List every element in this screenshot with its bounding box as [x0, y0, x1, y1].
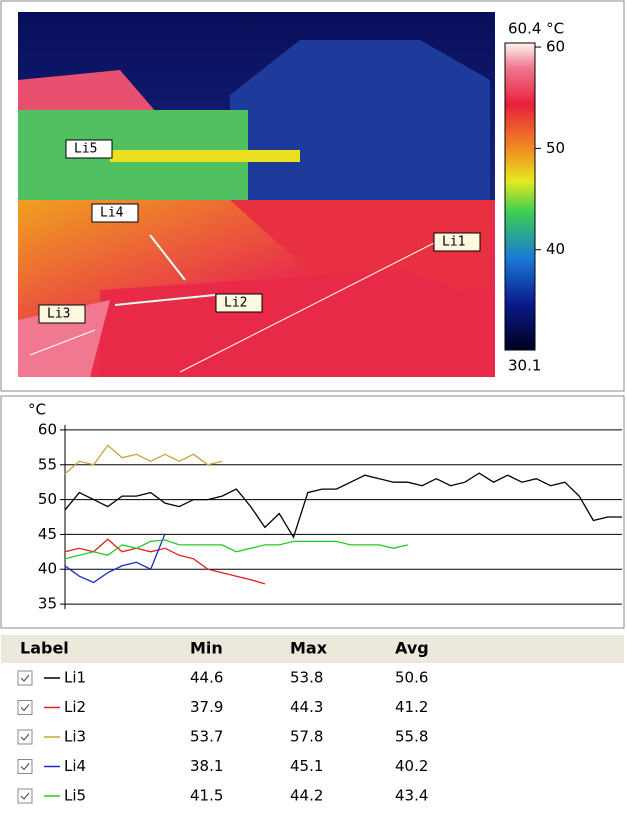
checkmark — [20, 792, 30, 800]
table-header: Min — [190, 639, 223, 658]
y-axis-label: °C — [28, 401, 46, 419]
image-label-box — [215, 293, 263, 313]
row-label: Li5 — [64, 787, 86, 805]
cell-avg: 40.2 — [395, 757, 428, 775]
table-header: Avg — [395, 639, 429, 658]
cell-avg: 41.2 — [395, 698, 428, 716]
image-label: Li5 — [74, 142, 97, 157]
series-line — [64, 533, 166, 584]
image-label: Li2 — [224, 296, 247, 311]
colorbar-tick-label: 60 — [546, 38, 565, 56]
image-label-box — [433, 232, 481, 252]
y-tick-label: 45 — [38, 525, 57, 543]
table-header: Label — [20, 639, 69, 658]
y-tick-label: 60 — [38, 420, 57, 438]
image-label: Li1 — [442, 235, 465, 250]
cell-min: 38.1 — [190, 757, 223, 775]
colorbar-tick-label: 40 — [546, 240, 565, 258]
colorbar-min: 30.1 — [508, 357, 541, 375]
cell-avg: 55.8 — [395, 728, 428, 746]
cell-min: 53.7 — [190, 728, 223, 746]
cell-max: 44.2 — [290, 787, 323, 805]
table-header: Max — [290, 639, 328, 658]
series-line — [64, 539, 408, 560]
image-label: Li3 — [47, 307, 70, 322]
colorbar — [504, 42, 536, 351]
checkbox[interactable] — [17, 729, 33, 745]
y-tick-label: 40 — [38, 560, 57, 578]
checkmark — [20, 704, 30, 712]
cell-min: 44.6 — [190, 669, 223, 687]
image-label-box — [91, 203, 139, 223]
thermal-image — [18, 12, 495, 377]
cell-avg: 43.4 — [395, 787, 428, 805]
colorbar-tick-label: 50 — [546, 139, 565, 157]
checkmark — [20, 674, 30, 682]
cell-max: 44.3 — [290, 698, 323, 716]
cell-max: 57.8 — [290, 728, 323, 746]
row-label: Li2 — [64, 698, 86, 716]
checkbox[interactable] — [17, 788, 33, 804]
series-line — [64, 538, 266, 585]
checkmark — [20, 763, 30, 771]
cell-avg: 50.6 — [395, 669, 428, 687]
cell-max: 45.1 — [290, 757, 323, 775]
image-label-box — [38, 304, 86, 324]
image-label-box — [65, 139, 113, 159]
cell-max: 53.8 — [290, 669, 323, 687]
row-label: Li1 — [64, 669, 86, 687]
y-tick-label: 55 — [38, 455, 57, 473]
y-tick-label: 50 — [38, 490, 57, 508]
image-label: Li4 — [100, 206, 124, 221]
row-label: Li4 — [64, 757, 86, 775]
series-line — [64, 472, 622, 539]
checkbox[interactable] — [17, 759, 33, 774]
row-label: Li3 — [64, 728, 86, 746]
y-tick-label: 35 — [38, 595, 57, 613]
checkbox[interactable] — [17, 670, 33, 686]
cell-min: 41.5 — [190, 787, 223, 805]
cell-min: 37.9 — [190, 698, 223, 716]
series-line — [64, 444, 223, 475]
chart-panel — [0, 395, 625, 629]
checkmark — [20, 733, 30, 741]
colorbar-max: 60.4 °C — [508, 20, 564, 38]
table-header-bg — [1, 635, 624, 663]
checkbox[interactable] — [17, 700, 33, 715]
